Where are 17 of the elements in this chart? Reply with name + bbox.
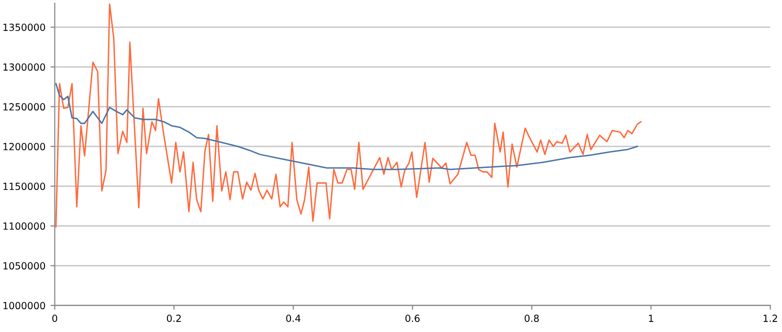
y-tick-label: 1000000 xyxy=(3,302,46,310)
y-tick-label: 1350000 xyxy=(3,24,46,32)
y-tick-label: 1150000 xyxy=(3,182,46,190)
y-tick-label: 1300000 xyxy=(3,63,46,71)
x-tick-label: 0.6 xyxy=(405,314,420,322)
y-tick-label: 1250000 xyxy=(3,103,46,111)
y-tick-label: 1200000 xyxy=(3,142,46,150)
x-tick-label: 1 xyxy=(648,314,654,322)
y-tick-label: 1050000 xyxy=(3,262,46,270)
x-tick-label: 0.2 xyxy=(166,314,181,322)
line-series xyxy=(55,82,638,170)
x-tick-label: 0.8 xyxy=(524,314,539,322)
x-tick-label: 1.2 xyxy=(764,314,778,322)
line-series xyxy=(55,3,642,228)
x-tick-label: 0 xyxy=(52,314,58,322)
x-tick-label: 0.4 xyxy=(286,314,300,322)
y-tick-label: 1100000 xyxy=(3,222,46,230)
